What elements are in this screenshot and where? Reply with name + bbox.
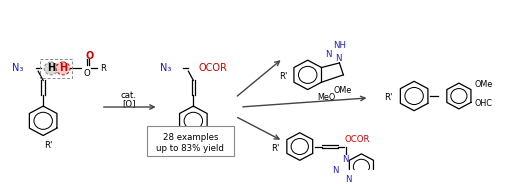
Text: R': R' [280,72,288,81]
Circle shape [44,62,58,75]
Text: up to 83% yield: up to 83% yield [156,144,224,153]
Text: OCOR: OCOR [344,135,370,144]
Text: O: O [83,69,90,78]
Text: H: H [47,63,55,73]
Text: OMe: OMe [334,86,352,95]
Text: cat.: cat. [121,91,137,100]
Text: N: N [345,175,352,184]
Text: 28 examples: 28 examples [162,133,218,142]
Text: OCOR: OCOR [198,63,227,73]
Text: N: N [326,50,332,59]
Text: R': R' [44,141,53,150]
Circle shape [56,62,70,75]
FancyBboxPatch shape [147,126,234,156]
Text: N₃: N₃ [160,63,172,73]
Text: N: N [332,166,339,175]
Text: H: H [59,63,67,73]
Text: N: N [342,155,349,164]
Text: OHC: OHC [475,99,493,108]
Text: R': R' [384,93,392,102]
Text: R: R [100,64,106,73]
Text: OMe: OMe [475,80,493,89]
Text: MeO: MeO [318,93,336,102]
Text: N₃: N₃ [12,63,24,73]
Text: N: N [336,54,342,63]
Text: NH: NH [334,41,346,50]
Text: O: O [86,51,94,61]
Text: [O]: [O] [122,99,135,108]
Text: R': R' [194,141,202,150]
Text: R': R' [271,144,280,153]
